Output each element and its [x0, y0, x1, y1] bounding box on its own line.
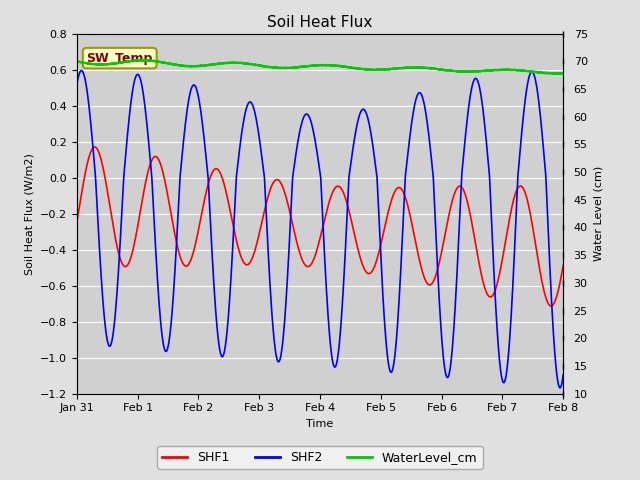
SHF2	[550, 336, 557, 342]
Y-axis label: Water Level (cm): Water Level (cm)	[593, 166, 604, 261]
SHF1	[281, 189, 289, 195]
SHF2	[556, 385, 564, 391]
SHF2	[129, 89, 136, 95]
Legend: SHF1, SHF2, WaterLevel_cm: SHF1, SHF2, WaterLevel_cm	[157, 446, 483, 469]
X-axis label: Time: Time	[307, 419, 333, 429]
Text: SW_Temp: SW_Temp	[86, 51, 153, 65]
WaterLevel_cm	[497, 67, 505, 72]
SHF2	[77, 68, 85, 73]
SHF2	[497, 373, 505, 379]
SHF1	[550, 300, 558, 306]
WaterLevel_cm	[550, 71, 557, 76]
Line: WaterLevel_cm: WaterLevel_cm	[77, 60, 563, 74]
WaterLevel_cm	[129, 58, 136, 64]
WaterLevel_cm	[551, 71, 559, 77]
SHF2	[157, 325, 165, 331]
SHF1	[497, 262, 505, 267]
SHF1	[129, 249, 136, 255]
WaterLevel_cm	[260, 64, 268, 70]
Title: Soil Heat Flux: Soil Heat Flux	[268, 15, 372, 30]
SHF1	[157, 164, 165, 169]
Line: SHF1: SHF1	[77, 147, 563, 306]
WaterLevel_cm	[281, 65, 289, 71]
SHF2	[73, 82, 81, 87]
SHF1	[547, 303, 555, 309]
SHF2	[559, 372, 567, 378]
SHF1	[260, 212, 268, 218]
SHF2	[281, 319, 289, 324]
WaterLevel_cm	[559, 71, 567, 76]
WaterLevel_cm	[157, 59, 165, 65]
WaterLevel_cm	[141, 57, 148, 63]
Y-axis label: Soil Heat Flux (W/m2): Soil Heat Flux (W/m2)	[24, 153, 35, 275]
SHF1	[73, 219, 81, 225]
SHF1	[559, 263, 567, 268]
Line: SHF2: SHF2	[77, 71, 563, 388]
SHF2	[260, 167, 268, 173]
SHF1	[91, 144, 99, 150]
WaterLevel_cm	[73, 59, 81, 64]
